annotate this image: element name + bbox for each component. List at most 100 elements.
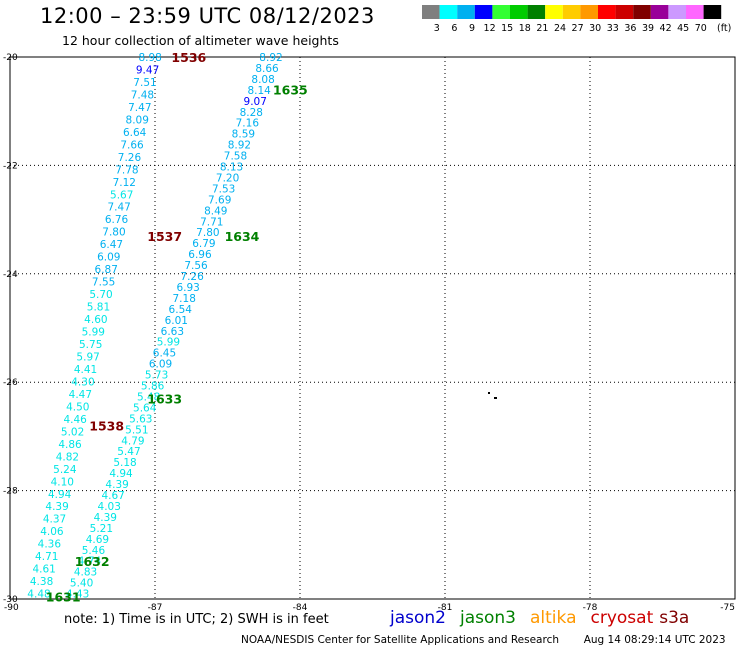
wave-height-value: 4.71 [35, 551, 58, 563]
wave-height-value: 4.36 [38, 539, 62, 551]
track-id-label: 1634 [225, 229, 260, 244]
legend-swatch [474, 5, 493, 19]
legend-label: 24 [554, 23, 566, 34]
track-id-label: 1635 [273, 83, 308, 98]
legend-label: 6 [451, 23, 457, 34]
wave-height-value: 4.94 [48, 489, 72, 501]
wave-height-value: 5.99 [82, 327, 105, 339]
legend-label: 21 [536, 23, 548, 34]
wave-height-value: 5.67 [110, 189, 133, 201]
wave-height-value: 5.99 [157, 337, 180, 349]
wave-height-value: 4.48 [27, 589, 50, 601]
wave-height-value: 6.47 [100, 239, 123, 251]
wave-height-value: 7.26 [118, 152, 142, 164]
legend-label: 27 [572, 23, 584, 34]
wave-height-value: 4.94 [109, 468, 133, 480]
satellite-name: altika [530, 608, 577, 628]
wave-height-value: 5.40 [70, 578, 93, 590]
wave-height-value: 5.21 [90, 523, 113, 535]
color-legend: 3 6 9 12 15 18 21 24 27 30 33 36 39 42 45 70 (ft) [422, 5, 731, 34]
legend-label: 3 [434, 23, 440, 34]
wave-height-value: 6.09 [149, 359, 172, 371]
wave-height-value: 9.47 [136, 64, 159, 76]
track-id-label: 1633 [147, 391, 182, 406]
satellite-name: jason3 [460, 608, 516, 628]
wave-height-value: 7.12 [113, 177, 136, 189]
legend-label: 9 [469, 23, 475, 34]
wave-height-value: 5.73 [145, 370, 168, 382]
wave-height-value: 7.16 [236, 118, 260, 130]
legend-swatch [492, 5, 510, 19]
wave-height-value: 4.38 [30, 576, 53, 588]
legend-label: 33 [607, 23, 619, 34]
wave-height-value: 7.55 [92, 277, 115, 289]
track-id-label: 1631 [46, 589, 81, 604]
lon-tick-label: -78 [583, 603, 598, 613]
wave-height-value: 7.80 [102, 227, 125, 239]
wave-height-value: 5.64 [133, 402, 157, 414]
wave-height-value: 5.81 [87, 302, 110, 314]
wave-height-value: 6.93 [176, 282, 199, 294]
lat-tick-label: -26 [3, 378, 18, 388]
wave-height-value: 4.39 [94, 512, 117, 524]
timestamp-text: Aug 14 08:29:14 UTC 2023 [583, 634, 726, 646]
wave-height-value: 6.76 [105, 214, 129, 226]
track-id-label: 1538 [89, 419, 124, 434]
legend-label: 45 [677, 23, 689, 34]
wave-height-value: 8.66 [255, 63, 279, 75]
legend-unit: (ft) [717, 23, 731, 34]
legend-swatch [439, 5, 458, 19]
wave-height-value: 4.30 [71, 376, 94, 388]
lon-tick-label: -90 [4, 603, 19, 613]
axis-ticks: -90 -87 -84 -81 -78 -75 -20 -22 -24 -26 -28 -30 [3, 53, 735, 613]
island-marker [488, 392, 497, 399]
wave-height-value: 5.86 [141, 381, 165, 393]
satellite-name: cryosat [590, 608, 654, 628]
wave-height-value: 7.56 [184, 260, 208, 272]
wave-height-value: 8.49 [204, 205, 227, 217]
wave-height-value: 8.59 [232, 129, 255, 141]
wave-height-value: 7.58 [224, 151, 247, 163]
lat-tick-label: -30 [3, 595, 18, 605]
legend-swatch [633, 5, 651, 19]
wave-height-value: 4.67 [101, 490, 124, 502]
wave-height-value: 4.03 [98, 501, 121, 513]
legend-label: 15 [501, 23, 513, 34]
wave-height-value: 7.26 [180, 271, 204, 283]
legend-swatch [562, 5, 581, 19]
lat-tick-label: -20 [3, 53, 18, 63]
footer-note: note: 1) Time is in UTC; 2) SWH is in fe… [64, 612, 329, 627]
legend-label: 70 [695, 23, 707, 34]
wave-height-value: 5.51 [125, 424, 148, 436]
wave-height-value: 6.09 [97, 252, 120, 264]
wave-height-value: 5.48 [137, 391, 160, 403]
wave-height-value: 4.50 [66, 401, 89, 413]
lat-tick-label: -22 [3, 161, 18, 171]
wave-height-value: 4.69 [86, 534, 109, 546]
wave-height-value: 7.20 [216, 172, 239, 184]
wave-height-value: 4.39 [105, 479, 128, 491]
wave-height-value: 5.18 [113, 457, 136, 469]
legend-swatch [668, 5, 686, 19]
wave-height-tracks: 8.989.477.517.487.478.096.647.667.267.78… [27, 52, 282, 601]
lon-tick-label: -87 [148, 603, 163, 613]
wave-height-value: 8.09 [126, 114, 149, 126]
wave-height-value: 8.98 [138, 52, 161, 64]
wave-height-value: 7.53 [212, 183, 235, 195]
legend-swatch [650, 5, 669, 19]
wave-height-value: 7.71 [200, 216, 223, 228]
wave-height-value: 6.79 [192, 238, 215, 250]
satellite-legend: jason2 jason3 altika cryosat s3a [390, 608, 703, 628]
track-id-label: 1536 [171, 50, 206, 65]
wave-height-value: 4.60 [84, 314, 107, 326]
legend-label: 39 [642, 23, 654, 34]
lon-tick-label: -84 [293, 603, 308, 613]
page-subtitle: 12 hour collection of altimeter wave hei… [62, 33, 339, 48]
lon-tick-label: -81 [438, 603, 453, 613]
lat-tick-label: -28 [3, 487, 18, 497]
legend-swatch [686, 5, 704, 19]
wave-height-value: 4.47 [69, 389, 92, 401]
legend-swatch [615, 5, 634, 19]
wave-height-value: 4.82 [56, 451, 79, 463]
